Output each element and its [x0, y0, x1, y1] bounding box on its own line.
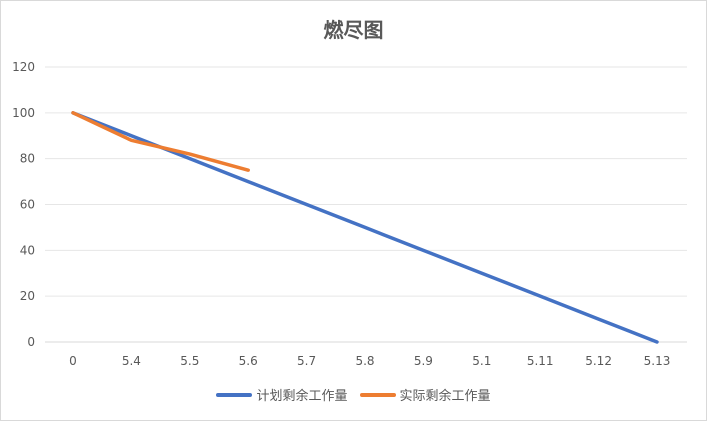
x-tick-label: 0 [69, 354, 77, 368]
x-tick-label: 5.5 [180, 354, 199, 368]
legend-item-actual[interactable]: 实际剩余工作量 [359, 385, 491, 404]
series-line-actual [71, 111, 250, 172]
legend-item-planned[interactable]: 计划剩余工作量 [216, 385, 348, 404]
x-tick-label: 5.9 [414, 354, 433, 368]
x-tick-label: 5.11 [527, 354, 554, 368]
x-tick-label: 5.7 [297, 354, 316, 368]
x-tick-label: 5.6 [239, 354, 258, 368]
legend: 计划剩余工作量 实际剩余工作量 [1, 385, 706, 404]
x-tick-label: 5.13 [644, 354, 671, 368]
x-tick-label: 5.1 [472, 354, 491, 368]
y-tick-label: 100 [12, 106, 35, 120]
x-tick-label: 5.8 [355, 354, 374, 368]
y-tick-label: 20 [20, 289, 35, 303]
y-tick-label: 0 [27, 335, 35, 349]
y-tick-label: 120 [12, 60, 35, 74]
x-tick-label: 5.12 [585, 354, 612, 368]
legend-swatch-actual [359, 392, 396, 397]
y-tick-label: 40 [20, 243, 35, 257]
legend-label-actual: 实际剩余工作量 [399, 389, 491, 404]
legend-swatch-planned [216, 392, 253, 397]
gridlines [45, 66, 687, 343]
chart-title: 燃尽图 [323, 18, 384, 42]
y-tick-label: 80 [20, 152, 35, 166]
y-axis-ticks: 0 20 40 60 80 100 120 [12, 60, 35, 349]
series-lines [71, 111, 659, 344]
x-axis-ticks: 0 5.4 5.5 5.6 5.7 5.8 5.9 5.1 5.11 5.12 5.13 [69, 354, 670, 368]
legend-label-planned: 计划剩余工作量 [256, 389, 348, 404]
y-tick-label: 60 [20, 198, 35, 212]
x-tick-label: 5.4 [122, 354, 141, 368]
